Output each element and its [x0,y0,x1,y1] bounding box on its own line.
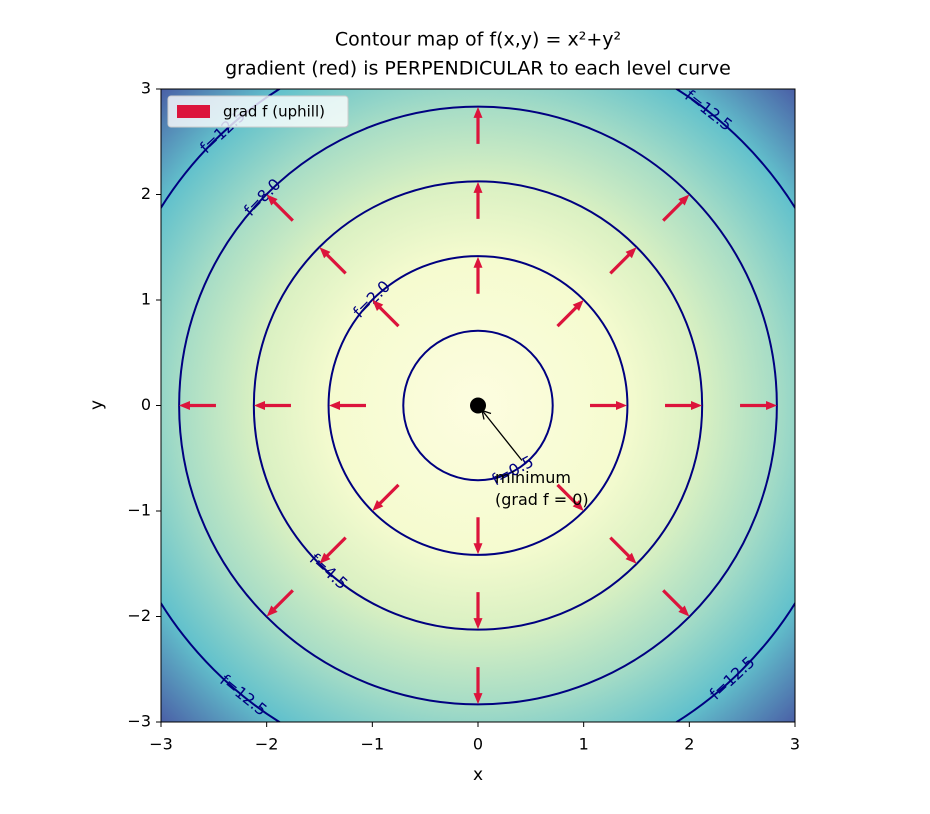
gradient-arrow [329,401,366,410]
x-tick-label: 2 [684,735,694,754]
gradient-arrow [609,536,637,564]
chart-title: Contour map of f(x,y) = x²+y² [335,29,621,51]
x-tick-label: −2 [255,735,279,754]
x-tick-label: −1 [361,735,385,754]
gradient-arrow [662,194,690,222]
gradient-arrow [740,401,778,410]
annotation-text: (grad f = 0) [495,490,589,509]
y-tick-label: −3 [127,712,151,731]
legend-label: grad f (uphill) [223,103,325,121]
gradient-arrow [266,589,294,617]
annotation-arrow [482,411,523,461]
gradient-arrow [609,247,637,275]
x-axis-label: x [473,765,483,785]
gradient-arrow [473,106,483,144]
y-axis-label: y [87,400,107,410]
y-tick-label: 2 [141,184,151,203]
gradient-arrow [556,483,584,511]
gradient-arrow [319,536,347,564]
gradient-arrow [319,247,347,275]
x-tick-label: 3 [790,735,800,754]
x-tick-label: 0 [473,735,483,754]
gradient-arrow [590,401,627,410]
legend-box [167,95,349,128]
gradient-arrow [372,483,400,511]
y-tick-label: 3 [141,79,151,98]
annotation-text: minimum [495,468,571,487]
gradient-arrow [665,401,703,410]
chart-subtitle: gradient (red) is PERPENDICULAR to each … [225,58,731,80]
contour-line [252,180,704,631]
gradient-arrow [473,667,483,705]
gradient-arrow [178,401,216,410]
gradient-arrow [266,194,294,222]
gradient-arrow [253,401,291,410]
minimum-point [470,397,486,414]
contour-line [327,255,629,556]
contour-line [402,329,554,482]
legend-swatch [177,105,210,118]
y-tick-label: −2 [127,606,151,625]
gradient-arrow [556,300,584,328]
legend: grad f (uphill) [167,95,349,128]
gradient-arrow [662,589,690,617]
y-tick-label: 0 [141,395,151,414]
gradient-arrow [473,181,483,219]
x-tick-label: −3 [149,735,173,754]
y-tick-label: 1 [141,290,151,309]
gradient-arrow [473,592,483,630]
x-tick-label: 1 [579,735,589,754]
gradient-arrow [473,256,483,294]
gradient-arrow [372,300,400,328]
gradient-arrow [473,517,483,555]
y-tick-label: −1 [127,501,151,520]
